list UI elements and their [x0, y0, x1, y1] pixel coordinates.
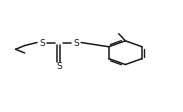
- Text: S: S: [73, 39, 79, 48]
- Text: S: S: [56, 61, 62, 70]
- Text: S: S: [39, 39, 45, 48]
